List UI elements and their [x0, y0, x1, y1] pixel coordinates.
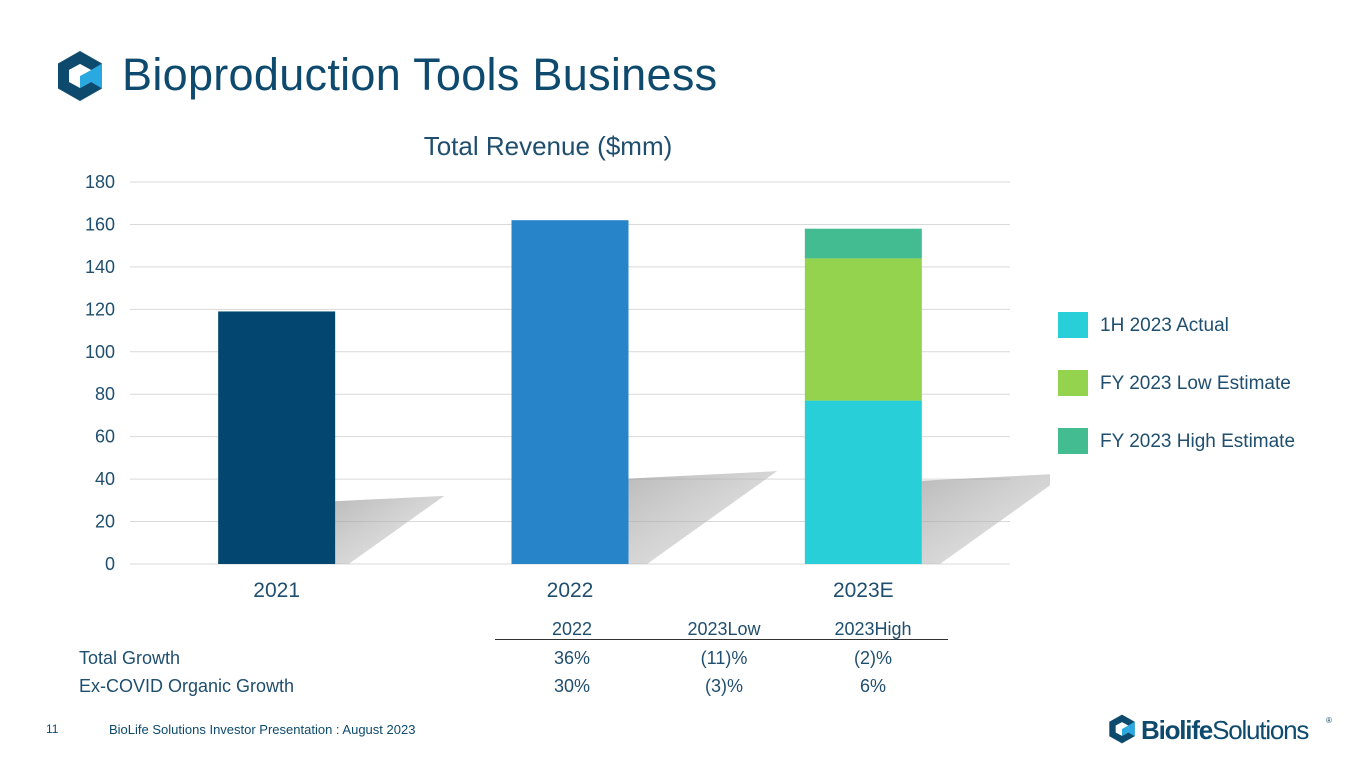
growth-cell: 30% [553, 676, 591, 696]
logo-wordmark-regular: Solutions [1212, 715, 1309, 745]
growth-row-label: Ex-COVID Organic Growth [79, 676, 295, 696]
y-tick-label: 180 [85, 172, 115, 192]
y-tick-label: 120 [85, 299, 115, 319]
slide-title: Bioproduction Tools Business [122, 49, 718, 100]
growth-table-header: 2023High [834, 619, 912, 639]
growth-cell: 6% [859, 676, 886, 696]
legend-item-fy-2023-high: FY 2023 High Estimate [1058, 428, 1358, 456]
legend-swatch-fy-2023-low [1058, 370, 1088, 396]
bar-shadow [335, 495, 445, 564]
y-tick-label: 100 [85, 342, 115, 362]
x-tick-label: 2021 [253, 579, 300, 602]
y-tick-label: 40 [95, 469, 115, 489]
chart-title: Total Revenue ($mm) [424, 131, 673, 161]
logo-wordmark: BiolifeSolutions [1141, 714, 1309, 746]
growth-table-header: 2022 [551, 619, 593, 639]
growth-cell: (3)% [704, 676, 743, 696]
logo-wordmark-bold: Biolife [1141, 715, 1213, 745]
bar-segment [218, 311, 336, 564]
bar-shadow [628, 471, 778, 564]
growth-table-rule [495, 639, 948, 640]
chart-legend: 1H 2023 Actual FY 2023 Low Estimate FY 2… [1058, 312, 1358, 454]
legend-swatch-fy-2023-high [1058, 428, 1088, 454]
growth-table-header: 2023Low [687, 619, 761, 639]
registered-mark: ® [1326, 716, 1332, 725]
legend-item-fy-2023-low: FY 2023 Low Estimate [1058, 370, 1358, 398]
y-tick-label: 140 [85, 257, 115, 277]
growth-cell: 36% [553, 648, 591, 668]
bar-segment [804, 258, 922, 401]
growth-cell: (2)% [853, 648, 892, 668]
biolife-cube-icon [1109, 714, 1135, 744]
growth-table: 2022 2023Low 2023High Total Growth 36% (… [78, 617, 958, 703]
bar-shadow [921, 474, 1050, 564]
y-tick-label: 80 [95, 384, 115, 404]
growth-cell: (11)% [700, 648, 748, 668]
biolife-solutions-logo: BiolifeSolutions ® [1108, 714, 1336, 746]
bar-segment [511, 220, 629, 564]
legend-label: FY 2023 Low Estimate [1100, 373, 1291, 394]
bar-segment [804, 228, 922, 259]
legend-label: 1H 2023 Actual [1100, 315, 1229, 336]
bar-segment [804, 400, 922, 564]
growth-row-label: Total Growth [79, 648, 181, 668]
x-tick-label: 2023E [833, 579, 894, 602]
x-tick-label: 2022 [547, 579, 594, 602]
footer-text: BioLife Solutions Investor Presentation … [109, 722, 416, 737]
y-tick-label: 20 [95, 512, 115, 532]
y-tick-label: 160 [85, 214, 115, 234]
legend-swatch-1h-2023-actual [1058, 312, 1088, 338]
y-tick-label: 0 [105, 554, 115, 574]
y-tick-label: 60 [95, 427, 115, 447]
company-cube-logo-icon [58, 51, 102, 101]
revenue-chart: Total Revenue ($mm) 0 20 40 60 80 100 120 140 16… [85, 131, 1050, 602]
legend-label: FY 2023 High Estimate [1100, 431, 1296, 452]
page-number: 11 [46, 722, 59, 736]
legend-item-1h-2023-actual: 1H 2023 Actual [1058, 312, 1358, 340]
